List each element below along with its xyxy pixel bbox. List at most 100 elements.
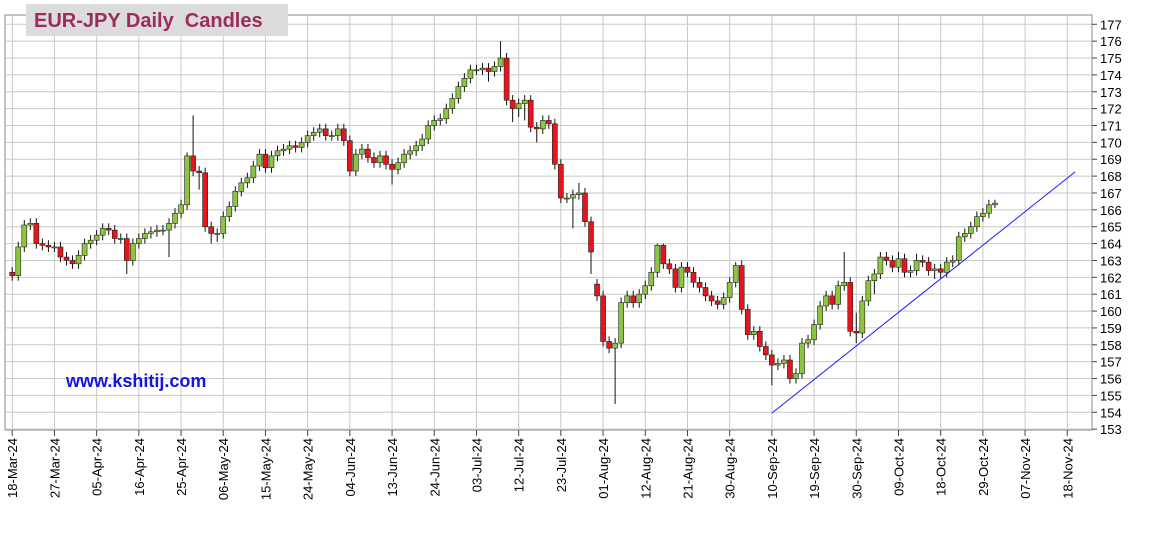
candle-body (407, 150, 413, 155)
x-tick-label: 13-Jun-24 (385, 438, 400, 497)
y-tick-label: 169 (1100, 152, 1122, 167)
candle-body (81, 243, 88, 256)
candle-body (618, 302, 624, 344)
candle-body (160, 229, 166, 232)
candle-body (757, 331, 763, 347)
candle-body (986, 204, 992, 214)
candle-body (413, 145, 419, 152)
candle-body (395, 162, 401, 170)
candle-body (865, 280, 872, 302)
candle-body (612, 342, 618, 349)
candle-body (660, 244, 667, 265)
candle-body (992, 202, 998, 206)
candle-body (389, 163, 395, 170)
y-tick-label: 163 (1100, 253, 1122, 268)
candle-body (750, 331, 757, 335)
candle-body (33, 223, 40, 244)
candle-body (419, 138, 425, 147)
candle-body (51, 246, 58, 249)
candle-body (93, 234, 100, 241)
candle-body (196, 170, 202, 174)
x-tick-label: 09-Oct-24 (891, 438, 906, 496)
candle-body (455, 86, 462, 99)
x-tick-label: 15-May-24 (258, 438, 273, 500)
candle-body (919, 260, 926, 263)
candle-body (359, 148, 365, 155)
candle-body (166, 223, 172, 231)
candle-body (142, 233, 148, 239)
candle-body (937, 268, 944, 273)
x-tick-label: 29-Oct-24 (976, 438, 991, 496)
candle-body (473, 69, 480, 72)
candle-body (642, 285, 649, 295)
x-tick-label: 30-Aug-24 (723, 438, 738, 499)
candle-body (341, 128, 347, 141)
candle-body (117, 238, 124, 240)
candle-body (461, 77, 468, 87)
candle-body (714, 300, 721, 305)
x-tick-label: 27-Mar-24 (47, 438, 62, 498)
candle-body (322, 128, 329, 136)
candle-body (467, 69, 474, 79)
candle-body (901, 258, 908, 273)
candle-body (576, 192, 582, 195)
x-tick-label: 10-Sep-24 (765, 438, 780, 499)
candle-body (365, 148, 371, 158)
y-tick-label: 166 (1100, 203, 1122, 218)
candle-body (907, 270, 914, 273)
candle-body (214, 233, 221, 235)
candle-body (974, 216, 980, 228)
candle-body (931, 268, 938, 271)
candle-body (184, 155, 190, 206)
candle-body (738, 265, 745, 310)
candle-body (793, 373, 799, 379)
candle-body (889, 260, 896, 268)
candle-body (485, 67, 492, 72)
candle-body (666, 263, 673, 270)
candle-body (648, 271, 655, 287)
candle-body (232, 190, 239, 207)
y-tick-label: 177 (1100, 17, 1122, 32)
candle-body (443, 108, 450, 120)
candle-body (45, 244, 52, 248)
candle-body (87, 239, 94, 244)
candle-body (509, 99, 516, 109)
candle-body (304, 135, 311, 143)
x-tick-label: 01-Aug-24 (596, 438, 611, 499)
candle-body (720, 297, 727, 305)
candle-body (262, 153, 269, 168)
x-tick-label: 24-Jun-24 (427, 438, 442, 497)
candle-body (527, 99, 534, 128)
candle-body (280, 148, 287, 152)
y-tick-label: 168 (1100, 169, 1122, 184)
candle-body (123, 238, 130, 261)
candle-body (853, 331, 860, 334)
candle-body (15, 246, 22, 276)
candle-body (39, 243, 46, 246)
candle-body (292, 145, 299, 148)
candle-body (672, 268, 679, 288)
grid (5, 15, 1092, 430)
candle-body (913, 260, 920, 271)
candle-body (769, 354, 775, 366)
candle-body (250, 165, 257, 179)
candle-body (823, 295, 829, 307)
candle-body (805, 339, 811, 344)
candle-body (220, 216, 227, 234)
candle-body (347, 140, 353, 172)
x-tick-label: 12-Jul-24 (512, 438, 527, 492)
candle-body (654, 244, 661, 273)
candle-body (877, 256, 884, 275)
y-tick-label: 162 (1100, 270, 1122, 285)
candle-body (383, 155, 389, 165)
candle-body (624, 295, 630, 303)
candle-body (943, 261, 950, 273)
chart-title: EUR-JPY Daily Candles (34, 10, 263, 32)
candle-body (63, 256, 70, 261)
candle-body (479, 67, 486, 71)
candle-body (564, 197, 570, 200)
candle-body (202, 172, 208, 228)
candle-body (148, 231, 154, 234)
candle-body (744, 309, 751, 335)
